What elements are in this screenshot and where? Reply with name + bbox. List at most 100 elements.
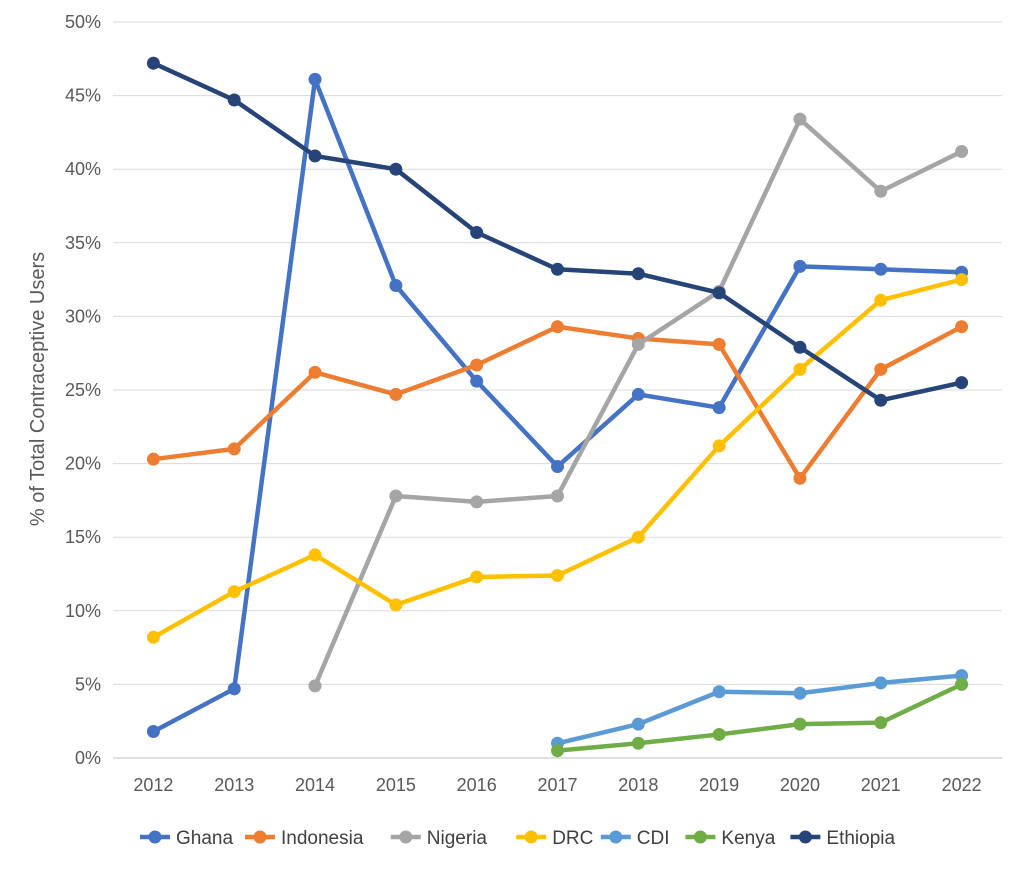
data-point [146,452,160,466]
data-point [551,262,564,276]
legend-label: Nigeria [427,828,488,849]
legend: Ghana Indonesia Nigeria DRC CDI Kenya Ethiopia [140,828,895,849]
series-line [555,673,964,746]
x-tick-label: 2022 [942,775,982,795]
data-point [308,72,322,86]
x-tick-label: 2016 [457,775,497,795]
series-line [151,277,964,640]
series-drc [146,273,969,644]
data-point [389,162,403,176]
data-point [470,225,484,239]
x-tick-label: 2017 [537,775,577,795]
data-point [631,337,645,351]
legend-item-indonesia: Indonesia [245,828,364,849]
data-point [146,56,160,70]
data-point [551,744,564,758]
data-point [146,630,160,644]
data-point [470,570,484,584]
data-point [874,362,888,376]
y-tick-label: 5% [75,674,101,694]
legend-item-ethiopia: Ethiopia [790,828,895,849]
data-point [551,489,564,503]
data-point [227,585,241,599]
legend-marker [693,830,707,844]
data-point [308,548,322,562]
data-point [955,320,969,334]
legend-item-nigeria: Nigeria [390,828,488,849]
data-point [227,442,241,456]
data-point [793,686,807,700]
series-line [151,77,964,734]
y-tick-label: 45% [65,86,101,106]
data-point [793,362,807,376]
data-point [308,679,322,693]
data-point [874,676,888,690]
data-point [874,293,888,307]
data-point [389,278,403,292]
series-nigeria [308,112,969,693]
data-point [712,337,726,351]
legend-item-kenya: Kenya [685,828,776,849]
y-tick-label: 20% [65,454,101,474]
data-point [551,320,564,334]
legend-label: Indonesia [281,828,364,849]
legend-marker [148,830,162,844]
x-tick-label: 2013 [214,775,254,795]
series-line [151,60,964,403]
x-tick-label: 2020 [780,775,820,795]
data-point [227,93,241,107]
y-tick-label: 10% [65,601,101,621]
data-point [793,471,807,485]
legend-label: Ethiopia [826,828,895,849]
data-point [712,439,726,453]
data-point [146,725,160,739]
legend-marker [524,830,538,844]
data-point [631,717,645,731]
y-tick-label: 15% [65,527,101,547]
legend-item-ghana: Ghana [140,828,233,849]
data-point [631,530,645,544]
x-tick-label: 2021 [861,775,901,795]
data-point [470,374,484,388]
series-ghana [146,72,969,739]
data-point [389,387,403,401]
data-point [793,717,807,731]
data-point [793,259,807,273]
data-point [308,149,322,163]
series-line [555,682,964,753]
data-point [470,495,484,509]
x-tick-label: 2019 [699,775,739,795]
data-point [712,286,726,300]
series-kenya [551,677,969,758]
data-point [631,267,645,281]
x-tick-label: 2018 [618,775,658,795]
data-point [389,598,403,612]
data-point [308,365,322,379]
data-point [874,184,888,198]
data-point [712,727,726,741]
legend-label: Ghana [176,828,233,849]
data-point [470,358,484,372]
data-point [389,489,403,503]
legend-label: DRC [552,828,593,849]
x-tick-label: 2015 [376,775,416,795]
series-lines [146,56,969,758]
data-point [793,340,807,354]
data-point [712,401,726,415]
x-tick-label: 2012 [133,775,173,795]
legend-marker [253,830,267,844]
series-indonesia [146,320,969,485]
data-point [874,393,888,407]
data-point [631,387,645,401]
data-point [955,273,969,287]
legend-item-cdi: CDI [600,828,670,849]
data-point [874,262,888,276]
data-point [793,112,807,126]
data-point [955,145,969,159]
legend-marker [609,830,623,844]
y-tick-label: 50% [65,12,101,32]
y-tick-label: 25% [65,380,101,400]
x-tick-label: 2014 [295,775,335,795]
y-axis-title: % of Total Contraceptive Users [27,252,49,526]
